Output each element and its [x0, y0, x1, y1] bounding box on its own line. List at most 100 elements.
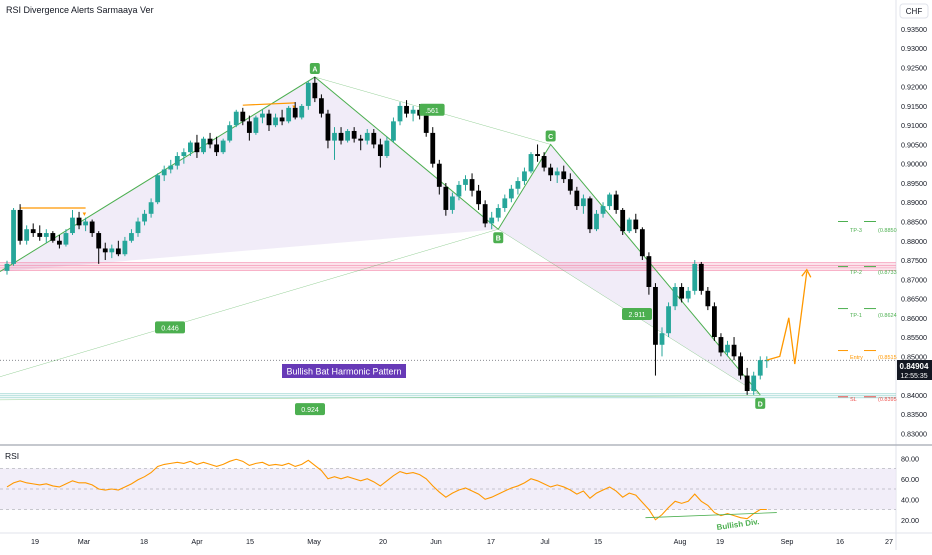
candle [17, 209, 23, 241]
candle [705, 290, 711, 307]
rsi-tick-label: 60.00 [901, 475, 919, 484]
tp1-label: TP-1 [850, 313, 862, 319]
price-tick-label: 0.91000 [901, 121, 927, 130]
candle [240, 111, 246, 122]
time-tick-label: Sep [781, 537, 794, 546]
candle [273, 117, 278, 126]
candle [122, 240, 128, 255]
price-tick-label: 0.87000 [901, 275, 927, 284]
candle [129, 233, 134, 241]
candle [358, 138, 364, 141]
price-tick-label: 0.90500 [901, 140, 927, 149]
tp3-value: (0.8850 [878, 228, 897, 234]
projection-arrowhead [801, 268, 812, 278]
sl-value: (0.8395 [878, 397, 897, 403]
time-tick-label: 27 [885, 537, 893, 546]
indicator-title: RSI Divergence Alerts Sarmaaya Ver [6, 5, 154, 15]
candle [561, 171, 567, 180]
point-c-box [545, 130, 556, 142]
candle [757, 360, 763, 376]
sell-marker-2: ▾ [292, 104, 296, 111]
candle [325, 113, 331, 141]
resistance-zone [0, 262, 896, 271]
point-d-box [755, 397, 766, 409]
candle [115, 248, 121, 255]
time-tick-label: 20 [379, 537, 387, 546]
rsi-tick-label: 80.00 [901, 454, 919, 463]
candle [332, 132, 337, 141]
candle [594, 213, 599, 230]
pattern-label-box [282, 364, 406, 378]
tp1-value: (0.8624 [878, 313, 897, 319]
candle [194, 142, 200, 153]
sl-label: SL [850, 397, 857, 403]
candle [731, 344, 737, 357]
candle [299, 105, 305, 118]
candle [246, 121, 252, 133]
entry-label: Entry [850, 355, 863, 361]
time-tick-label: Aug [674, 537, 687, 546]
rsi-axis[interactable]: 80.00 60.00 40.00 20.00 [901, 454, 919, 525]
candle [718, 337, 724, 353]
candle [345, 130, 350, 141]
candle [450, 196, 455, 210]
candle [581, 198, 586, 207]
currency-badge[interactable] [899, 3, 929, 19]
candle [515, 181, 521, 189]
candle [384, 140, 390, 157]
candle [43, 233, 49, 237]
candle [685, 290, 691, 299]
currency-label: CHF [906, 7, 923, 16]
point-a-label: A [312, 67, 317, 74]
price-tick-label: 0.85500 [901, 333, 927, 342]
candle [620, 209, 626, 232]
time-tick-label: May [307, 537, 321, 546]
candle [181, 152, 187, 157]
candle [626, 219, 632, 232]
candle [227, 125, 233, 141]
price-tick-label: 0.92000 [901, 83, 927, 92]
candle [679, 286, 685, 299]
time-axis[interactable]: 19 Mar 18 Apr 15 May 20 Jun 17 Jul 15 Aug 19 Sep 16 27 [31, 537, 893, 546]
candle [30, 229, 36, 234]
candle [666, 306, 671, 334]
candle [279, 117, 285, 122]
candle [312, 82, 318, 99]
time-tick-label: 15 [594, 537, 602, 546]
candle [155, 175, 161, 203]
candle [469, 179, 475, 191]
candle [148, 202, 154, 214]
candle [646, 256, 652, 287]
candle [63, 233, 69, 245]
rsi-pane[interactable] [0, 458, 896, 521]
candle [528, 154, 534, 172]
candle [522, 171, 527, 182]
price-tick-label: 0.93000 [901, 44, 927, 53]
candle [351, 130, 357, 139]
time-tick-label: Apr [191, 537, 203, 546]
candle [764, 360, 770, 362]
candle [600, 206, 606, 214]
tp3-label: TP-3 [850, 228, 862, 234]
candle [463, 179, 468, 185]
time-tick-label: 18 [140, 537, 148, 546]
price-tick-label: 0.90000 [901, 160, 927, 169]
candle [633, 219, 639, 230]
pattern-triangle-bcd [498, 144, 761, 395]
candle [89, 221, 95, 234]
time-tick-label: Mar [78, 537, 91, 546]
candle [404, 105, 409, 114]
candle [109, 248, 115, 253]
candle [698, 263, 704, 291]
candle [292, 107, 298, 118]
time-tick-label: 15 [246, 537, 254, 546]
rsi-tick-label: 40.00 [901, 495, 919, 504]
price-tick-label: 0.83000 [901, 429, 927, 438]
candle [207, 138, 213, 145]
price-tick-label: 0.89000 [901, 198, 927, 207]
ratio-bd-label: 2.911 [629, 312, 646, 319]
price-tick-label: 0.85000 [901, 352, 927, 361]
candle [377, 144, 383, 157]
